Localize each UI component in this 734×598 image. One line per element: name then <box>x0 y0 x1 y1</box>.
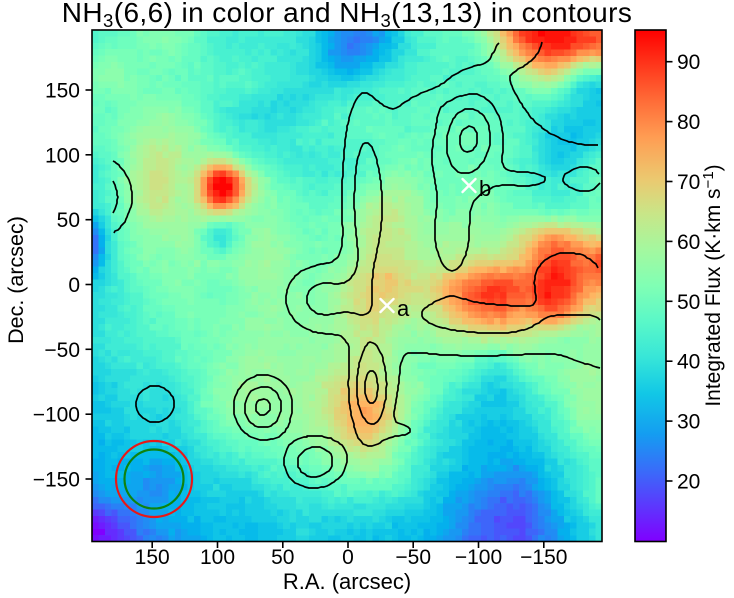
svg-text:90: 90 <box>677 51 700 74</box>
svg-text:a: a <box>397 296 410 321</box>
svg-text:−50: −50 <box>44 339 80 362</box>
svg-text:b: b <box>479 176 491 201</box>
svg-text:50: 50 <box>57 209 80 232</box>
svg-text:NH3(6,6) in color and NH3(13,1: NH3(6,6) in color and NH3(13,13) in cont… <box>62 0 632 31</box>
svg-text:30: 30 <box>677 411 700 434</box>
svg-text:−100: −100 <box>455 546 502 569</box>
svg-text:50: 50 <box>271 546 294 569</box>
svg-text:100: 100 <box>45 144 80 167</box>
svg-text:50: 50 <box>677 291 700 314</box>
svg-text:−50: −50 <box>395 546 431 569</box>
svg-text:20: 20 <box>677 471 700 494</box>
svg-text:100: 100 <box>200 546 235 569</box>
svg-text:60: 60 <box>677 231 700 254</box>
svg-text:−100: −100 <box>33 404 80 427</box>
svg-text:R.A. (arcsec): R.A. (arcsec) <box>283 569 411 594</box>
svg-text:80: 80 <box>677 111 700 134</box>
svg-text:−150: −150 <box>520 546 567 569</box>
svg-text:Integrated Flux (K·km s−1): Integrated Flux (K·km s−1) <box>700 164 725 406</box>
svg-text:40: 40 <box>677 351 700 374</box>
svg-text:70: 70 <box>677 171 700 194</box>
svg-text:0: 0 <box>68 274 80 297</box>
svg-text:150: 150 <box>45 80 80 103</box>
svg-text:Dec. (arcsec): Dec. (arcsec) <box>4 216 28 344</box>
svg-text:150: 150 <box>135 546 170 569</box>
svg-text:−150: −150 <box>33 469 80 492</box>
svg-text:0: 0 <box>342 546 354 569</box>
